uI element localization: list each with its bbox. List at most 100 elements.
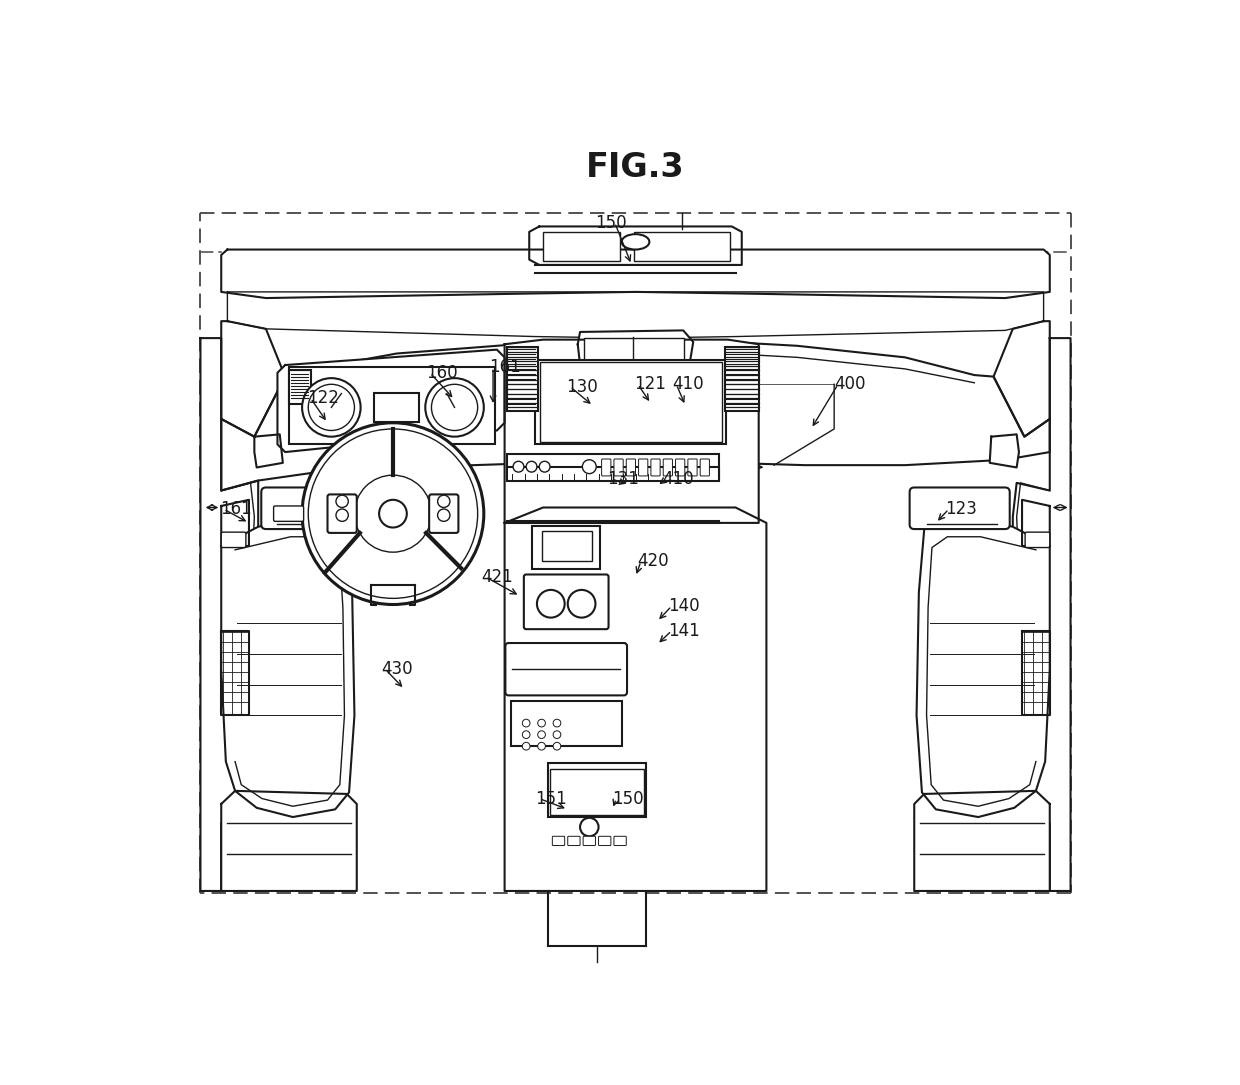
Circle shape — [537, 590, 564, 617]
Circle shape — [379, 500, 407, 527]
FancyBboxPatch shape — [507, 455, 719, 478]
Polygon shape — [221, 321, 285, 436]
Circle shape — [522, 719, 529, 727]
FancyBboxPatch shape — [536, 359, 727, 445]
Polygon shape — [201, 339, 258, 891]
Polygon shape — [914, 791, 1050, 891]
Polygon shape — [372, 585, 414, 604]
FancyBboxPatch shape — [552, 837, 564, 845]
Polygon shape — [221, 630, 249, 715]
Ellipse shape — [621, 234, 650, 250]
FancyBboxPatch shape — [651, 459, 660, 476]
FancyBboxPatch shape — [274, 506, 304, 522]
Polygon shape — [1022, 500, 1050, 546]
FancyBboxPatch shape — [523, 574, 609, 629]
Polygon shape — [221, 341, 1050, 490]
Text: FIG.3: FIG.3 — [587, 151, 684, 183]
Circle shape — [303, 379, 361, 436]
Text: 130: 130 — [567, 378, 598, 396]
FancyBboxPatch shape — [541, 362, 722, 442]
FancyBboxPatch shape — [584, 339, 684, 362]
Circle shape — [553, 742, 560, 750]
FancyBboxPatch shape — [614, 837, 626, 845]
Circle shape — [580, 818, 599, 837]
Text: 410: 410 — [662, 470, 694, 488]
FancyBboxPatch shape — [289, 370, 310, 404]
Circle shape — [568, 590, 595, 617]
Circle shape — [538, 731, 546, 739]
FancyBboxPatch shape — [614, 459, 624, 476]
Polygon shape — [1013, 339, 1070, 891]
Text: 161: 161 — [490, 358, 521, 376]
FancyBboxPatch shape — [511, 701, 621, 746]
FancyBboxPatch shape — [725, 347, 759, 411]
Circle shape — [438, 509, 450, 522]
FancyBboxPatch shape — [506, 643, 627, 695]
FancyBboxPatch shape — [532, 526, 600, 570]
FancyBboxPatch shape — [543, 232, 620, 261]
Circle shape — [539, 461, 551, 472]
Circle shape — [432, 384, 477, 431]
FancyBboxPatch shape — [507, 522, 719, 523]
Text: 150: 150 — [595, 214, 626, 231]
Polygon shape — [227, 292, 1044, 339]
Circle shape — [303, 423, 484, 604]
Circle shape — [526, 461, 537, 472]
Polygon shape — [221, 519, 355, 817]
FancyBboxPatch shape — [548, 763, 646, 817]
FancyBboxPatch shape — [327, 495, 357, 533]
Polygon shape — [990, 434, 1019, 468]
Circle shape — [522, 731, 529, 739]
Text: 420: 420 — [637, 552, 668, 571]
FancyBboxPatch shape — [626, 459, 635, 476]
FancyBboxPatch shape — [374, 393, 419, 422]
Circle shape — [553, 719, 560, 727]
Polygon shape — [529, 227, 742, 265]
FancyBboxPatch shape — [910, 487, 1009, 529]
Circle shape — [553, 731, 560, 739]
Polygon shape — [916, 519, 1050, 817]
FancyBboxPatch shape — [221, 532, 246, 548]
FancyBboxPatch shape — [551, 768, 644, 815]
Circle shape — [355, 475, 432, 552]
FancyBboxPatch shape — [1025, 532, 1050, 548]
Circle shape — [309, 429, 477, 598]
Polygon shape — [578, 331, 693, 365]
Circle shape — [336, 495, 348, 508]
Circle shape — [538, 742, 546, 750]
Circle shape — [513, 461, 523, 472]
FancyBboxPatch shape — [634, 232, 730, 261]
Circle shape — [425, 379, 484, 436]
Circle shape — [538, 719, 546, 727]
FancyBboxPatch shape — [507, 467, 719, 481]
Polygon shape — [505, 340, 759, 523]
FancyBboxPatch shape — [568, 837, 580, 845]
Text: i/i: i/i — [392, 404, 402, 413]
FancyBboxPatch shape — [599, 837, 611, 845]
Circle shape — [438, 495, 450, 508]
FancyBboxPatch shape — [639, 459, 647, 476]
Text: 131: 131 — [608, 470, 639, 488]
Polygon shape — [278, 349, 505, 452]
Text: 122: 122 — [306, 390, 339, 407]
Polygon shape — [505, 508, 766, 891]
Text: 410: 410 — [672, 375, 704, 393]
Circle shape — [309, 384, 355, 431]
Text: 161: 161 — [219, 500, 252, 518]
Text: 400: 400 — [835, 375, 866, 393]
Polygon shape — [221, 500, 249, 546]
FancyBboxPatch shape — [262, 487, 361, 529]
FancyBboxPatch shape — [289, 368, 495, 445]
Circle shape — [336, 509, 348, 522]
FancyBboxPatch shape — [429, 495, 459, 533]
Polygon shape — [254, 434, 283, 468]
Text: 150: 150 — [613, 790, 644, 807]
Text: 121: 121 — [634, 375, 666, 393]
Text: 151: 151 — [536, 790, 567, 807]
Text: 160: 160 — [427, 363, 458, 382]
Text: 430: 430 — [382, 660, 413, 678]
Polygon shape — [1022, 630, 1050, 715]
Text: 141: 141 — [668, 622, 699, 640]
Polygon shape — [221, 250, 1050, 298]
Polygon shape — [993, 321, 1050, 436]
